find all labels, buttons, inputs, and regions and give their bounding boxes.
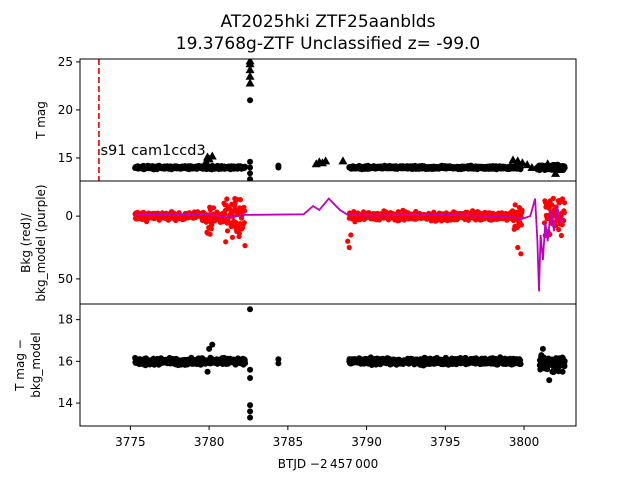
data-band-diff-1 xyxy=(346,354,524,369)
bkg-point xyxy=(518,251,524,257)
data-point xyxy=(204,368,211,375)
data-point-triangle xyxy=(522,160,532,169)
data-point xyxy=(247,176,254,181)
plot-area-bkg xyxy=(132,195,568,292)
x-axis-label: BTJD −2 457 000 xyxy=(278,457,378,471)
chart-title-line2: 19.3768g-ZTF Unclassified z= -99.0 xyxy=(176,34,481,54)
y-axis-label-tmag: T mag xyxy=(34,101,48,140)
x-tick-label: 3790 xyxy=(351,435,382,449)
bkg-band-0 xyxy=(132,209,209,225)
data-point xyxy=(247,408,254,415)
bkg-point xyxy=(348,232,354,238)
data-band-diff-2 xyxy=(536,354,568,376)
y-tick-label-tmag: 15 xyxy=(58,151,73,165)
y-axis-label-diff-line1: T mag − xyxy=(13,339,27,392)
bkg-band-3 xyxy=(220,196,248,249)
panel-frame-diff xyxy=(79,303,577,427)
y-tick-label-tmag: 25 xyxy=(58,55,73,69)
plot-area-diff xyxy=(132,306,568,421)
data-point xyxy=(275,356,282,363)
x-tick-label: 3800 xyxy=(509,435,540,449)
bkg-model-line xyxy=(135,197,565,292)
data-point xyxy=(538,352,545,359)
panel-tmag: s91 cam1ccd3 15 20 25 xyxy=(58,55,577,192)
y-tick-label-tmag: 20 xyxy=(58,103,73,117)
plot-area-tmag xyxy=(132,59,568,192)
data-point xyxy=(275,360,282,367)
data-point xyxy=(249,180,251,181)
bkg-point xyxy=(515,244,521,251)
data-point xyxy=(247,414,254,421)
data-point-triangle xyxy=(517,158,527,167)
y-tick-label-diff: 18 xyxy=(58,313,73,327)
data-point-triangle xyxy=(245,59,255,65)
data-point-triangle xyxy=(527,163,537,172)
data-point xyxy=(206,345,213,352)
data-point-triangle xyxy=(513,156,523,165)
data-point-triangle xyxy=(245,78,255,87)
data-point xyxy=(247,186,253,192)
y-tick-label-bkg: 0 xyxy=(65,209,73,223)
y-axis-label-diff-line2: bkg_model xyxy=(29,332,43,398)
data-point-triangle xyxy=(203,152,213,161)
data-point-triangle xyxy=(245,71,255,80)
data-point xyxy=(247,170,254,177)
data-point xyxy=(247,306,254,313)
panel-tmag-minus-bkg: 14 16 18 xyxy=(58,303,577,427)
data-point-triangle xyxy=(555,164,565,173)
data-point xyxy=(247,366,254,373)
data-point xyxy=(247,158,254,165)
data-band-tmag-0 xyxy=(132,162,249,173)
x-tick-label: 3795 xyxy=(430,435,461,449)
x-tick-label: 3775 xyxy=(115,435,146,449)
y-tick-label-diff: 14 xyxy=(58,396,73,410)
y-axis-label-bkg-line1: Bkg (red)/ xyxy=(19,212,33,273)
data-point-triangle xyxy=(543,159,553,168)
data-point xyxy=(247,164,254,171)
data-band-diff-0 xyxy=(132,354,249,369)
data-band-tmag-1 xyxy=(346,162,524,173)
data-point-triangle xyxy=(245,65,255,74)
data-point xyxy=(247,402,254,409)
panel-background: 0 50 xyxy=(58,180,577,305)
data-point xyxy=(247,375,254,382)
y-axis-label-bkg-line2: bkg_model (purple) xyxy=(34,184,48,301)
data-point xyxy=(549,368,556,375)
sector-annotation: s91 cam1ccd3 xyxy=(100,143,205,159)
data-point xyxy=(209,341,216,348)
x-tick-label: 3785 xyxy=(273,435,304,449)
bkg-point xyxy=(345,238,351,244)
y-tick-label-bkg: 50 xyxy=(58,272,73,286)
data-point-triangle xyxy=(551,168,561,177)
x-tick-label: 3780 xyxy=(194,435,225,449)
x-axis: 3775 3780 3785 3790 3795 3800 xyxy=(115,426,539,449)
bkg-point xyxy=(346,244,352,251)
data-point xyxy=(247,97,254,104)
y-tick-label-diff: 16 xyxy=(58,354,73,368)
data-point-triangle xyxy=(321,156,331,165)
data-point xyxy=(275,162,282,169)
chart-title-line1: AT2025hki ZTF25aanblds xyxy=(221,12,436,32)
data-point xyxy=(539,345,546,352)
data-point-triangle xyxy=(338,156,348,165)
data-point xyxy=(546,377,553,384)
